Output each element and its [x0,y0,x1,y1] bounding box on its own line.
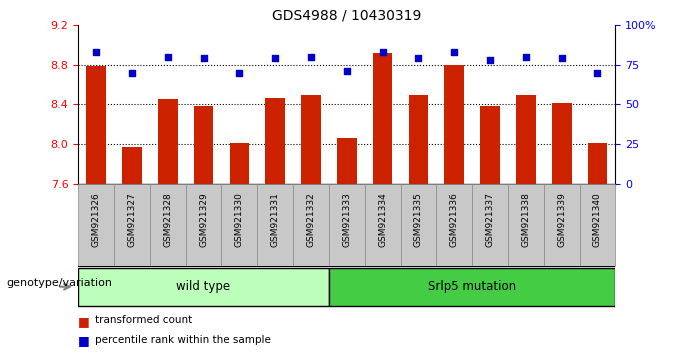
Text: ■: ■ [78,335,90,348]
Text: Srlp5 mutation: Srlp5 mutation [428,280,516,293]
Bar [364,184,401,266]
Bar [222,184,257,266]
Bar [114,184,150,266]
Bar [472,184,508,266]
Text: GSM921328: GSM921328 [163,192,172,247]
Bar [552,103,571,184]
Point [234,70,245,75]
Text: GSM921332: GSM921332 [307,192,316,247]
Text: GSM921330: GSM921330 [235,192,244,247]
Text: GSM921340: GSM921340 [593,192,602,247]
Text: transformed count: transformed count [95,315,192,325]
Bar [373,53,392,184]
Point [449,49,460,55]
Bar [158,99,177,184]
Point [198,56,209,61]
Point [556,56,567,61]
Bar [445,64,464,184]
Bar [265,98,285,184]
Bar [437,184,472,266]
Text: GSM921339: GSM921339 [557,192,566,247]
Bar [122,147,141,184]
Point [305,54,316,59]
Bar [337,138,356,184]
Text: GSM921327: GSM921327 [127,192,137,247]
Bar [409,96,428,184]
Bar [257,184,293,266]
Point [126,70,137,75]
Point [341,68,352,74]
Point [270,56,281,61]
Bar [401,184,437,266]
Point [592,70,603,75]
Text: GSM921331: GSM921331 [271,192,279,247]
Bar [516,96,536,184]
Bar [78,184,114,266]
Point [485,57,496,63]
Bar [329,184,364,266]
Point [90,49,101,55]
Text: GSM921326: GSM921326 [92,192,101,247]
Point [377,49,388,55]
Point [520,54,531,59]
Text: GSM921335: GSM921335 [414,192,423,247]
Text: percentile rank within the sample: percentile rank within the sample [95,335,271,344]
Text: GSM921337: GSM921337 [486,192,494,247]
Bar [579,184,615,266]
Bar [230,143,249,184]
Text: genotype/variation: genotype/variation [7,278,113,288]
Text: ■: ■ [78,315,90,328]
Bar [329,268,615,306]
Bar [544,184,579,266]
Point [413,56,424,61]
Bar [150,184,186,266]
Bar [194,107,214,184]
Bar [186,184,222,266]
Bar [480,107,500,184]
Text: GSM921334: GSM921334 [378,192,387,247]
Bar [588,143,607,184]
Text: GSM921333: GSM921333 [342,192,352,247]
Text: GSM921329: GSM921329 [199,192,208,247]
Text: GSM921338: GSM921338 [522,192,530,247]
Text: wild type: wild type [177,280,231,293]
Bar [508,184,544,266]
Text: GSM921336: GSM921336 [449,192,459,247]
Title: GDS4988 / 10430319: GDS4988 / 10430319 [272,8,422,22]
Point [163,54,173,59]
Bar [293,184,329,266]
Bar [301,96,321,184]
Bar [78,268,329,306]
Bar [86,65,106,184]
